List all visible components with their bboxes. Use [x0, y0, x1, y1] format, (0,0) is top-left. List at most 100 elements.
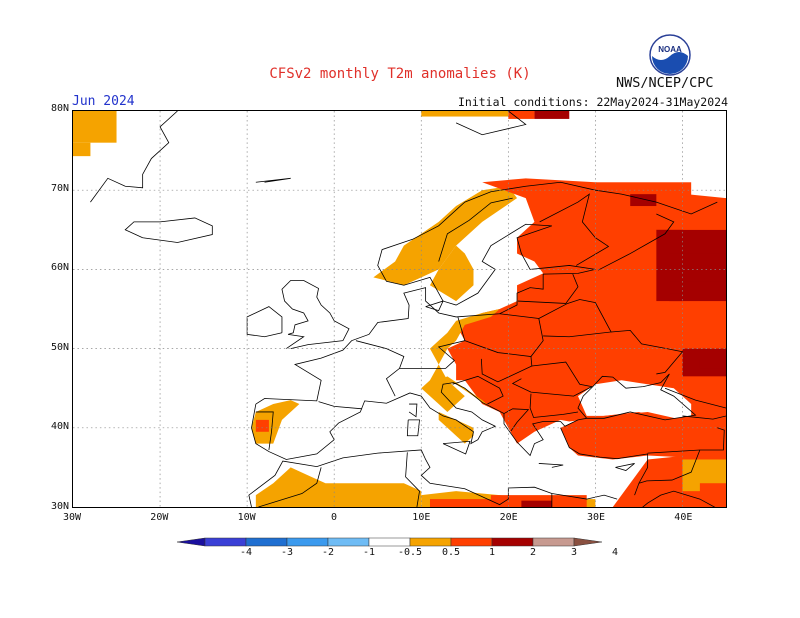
legend-arrow-high: [573, 537, 603, 547]
anomaly-cell-volga: [699, 360, 726, 369]
logo-text: NOAA: [658, 45, 682, 54]
coast-ireland: [246, 306, 283, 338]
border-syria: [647, 427, 725, 454]
border-portugal: [255, 411, 274, 451]
legend-label: 2: [529, 547, 537, 558]
border-baltic: [517, 274, 579, 304]
longitude-label: 40E: [674, 512, 693, 523]
longitude-label: 20W: [150, 512, 169, 523]
border-tunisia: [405, 452, 420, 507]
legend-swatch: [491, 537, 534, 547]
coast-turkey: [560, 427, 649, 496]
latitude-label: 30N: [50, 501, 69, 512]
border-sweden-norway: [438, 197, 513, 262]
coast-sicily: [442, 440, 471, 455]
legend-swatch: [409, 537, 452, 547]
border-hungary: [480, 356, 533, 383]
coast-caspian: [725, 374, 726, 376]
coast-white-sea: [597, 213, 675, 271]
border-finland: [539, 193, 610, 266]
border-bulgaria: [529, 393, 579, 418]
coast-iceland: [124, 217, 213, 243]
border-belarus: [538, 299, 612, 338]
latitude-label: 80N: [50, 103, 69, 114]
latitude-label: 60N: [50, 262, 69, 274]
latitude-label: 40N: [50, 421, 69, 433]
legend-label: 0.5: [441, 547, 461, 558]
black-sea: [577, 380, 692, 420]
coast-jan-mayen: [255, 177, 291, 183]
legend-label: -4: [239, 547, 253, 558]
legend-label: 1: [488, 547, 496, 558]
longitude-label: 20E: [499, 512, 518, 523]
anomaly-region-italy: [438, 411, 474, 444]
legend-swatch: [368, 537, 411, 547]
border-morocco: [258, 467, 322, 507]
border-pyrenees: [318, 401, 363, 410]
coast-crete: [538, 463, 564, 468]
border-caucasus: [664, 387, 726, 420]
legend-label: -3: [280, 547, 294, 558]
border-iraq: [638, 449, 701, 484]
anomaly-cell-portugal: [255, 419, 269, 432]
longitude-label: 10W: [237, 512, 256, 523]
coast-med-north: [251, 382, 587, 460]
coast-corsica: [408, 403, 418, 418]
anomaly-region-adriatic: [438, 376, 491, 408]
border-romania: [511, 361, 594, 397]
color-legend: [176, 537, 603, 547]
anomaly-cell-libya: [521, 500, 552, 507]
coast-sardinia: [406, 419, 420, 437]
anomaly-region-north-africa: [255, 467, 422, 507]
legend-swatch: [286, 537, 329, 547]
anomaly-cell-kola: [630, 194, 657, 207]
chart-title: CFSv2 monthly T2m anomalies (K): [269, 66, 531, 82]
anomaly-cell-svalbard: [421, 111, 509, 117]
anomaly-cell-arctic: [534, 111, 570, 119]
coast-europe-north: [255, 181, 718, 405]
latitude-label: 50N: [50, 341, 69, 353]
legend-swatch: [204, 537, 247, 547]
anomaly-region-sweden: [429, 245, 474, 302]
anomaly-region-central: [421, 309, 500, 412]
longitude-label: 30E: [586, 512, 606, 523]
legend-label: 4: [611, 547, 619, 558]
border-croatia: [452, 375, 504, 405]
coast-zealand: [425, 300, 444, 312]
legend-label: -2: [321, 547, 335, 558]
legend-label: 3: [570, 547, 578, 558]
longitude-label: 30W: [62, 512, 82, 523]
legend-swatch: [532, 537, 575, 547]
coast-black-sea: [577, 373, 697, 421]
border-ukraine: [611, 329, 684, 375]
coast-cyprus: [615, 463, 635, 472]
anomaly-map: [72, 110, 727, 508]
anomaly-cell-greenland: [73, 142, 91, 157]
legend-label: -0.5: [397, 547, 423, 558]
longitude-label: 0: [330, 512, 338, 523]
coast-svalbard: [455, 111, 527, 136]
anomaly-cell-libya: [429, 499, 491, 507]
longitude-label: 10E: [412, 512, 431, 523]
legend-swatch: [450, 537, 493, 547]
legend-swatch: [245, 537, 288, 547]
border-france: [355, 340, 405, 397]
anomaly-cell-russia: [669, 253, 726, 282]
anomaly-region-turkey: [560, 411, 726, 460]
border-jordan: [642, 490, 716, 507]
anomaly-cell-iraq: [699, 483, 726, 507]
latitude-label: 70N: [50, 182, 69, 194]
noaa-logo: NOAA: [649, 34, 691, 76]
legend-swatch: [327, 537, 370, 547]
anomaly-cells: [73, 111, 726, 507]
border-poland: [464, 313, 544, 357]
legend-arrow-low: [176, 537, 206, 547]
anomaly-cell-russia: [669, 293, 683, 302]
coastlines: [90, 111, 726, 507]
initial-conditions: Initial conditions: 22May2024-31May2024: [457, 95, 728, 109]
anomaly-cell-greenland: [73, 111, 117, 143]
legend-label: -1: [362, 547, 376, 558]
agency-label: NWS/NCEP/CPC: [616, 75, 714, 91]
coast-britain: [281, 280, 350, 349]
coast-greenland: [90, 111, 178, 203]
